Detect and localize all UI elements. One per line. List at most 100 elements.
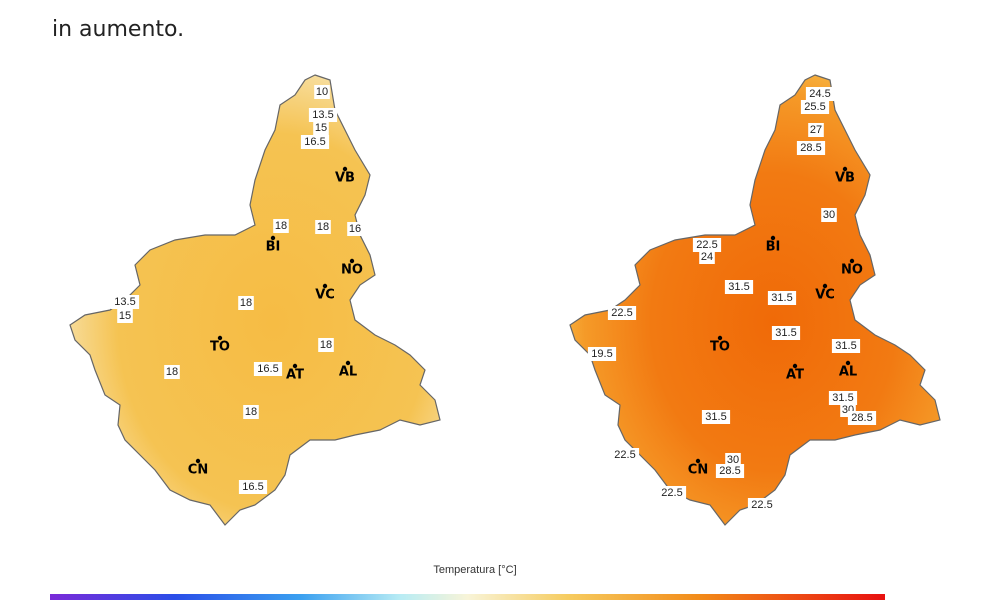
city-label: BI: [766, 240, 781, 255]
isotherm-label: 31.5: [832, 392, 853, 404]
city-dot: [842, 166, 848, 172]
isotherm-label: 30: [727, 454, 739, 466]
isotherm-label: 28.5: [800, 142, 821, 154]
city-label: VC: [315, 288, 335, 303]
isotherm-label: 15: [315, 122, 327, 134]
isotherm-label: 16: [349, 223, 361, 235]
isotherm-label: 31.5: [705, 411, 726, 423]
isotherm-label: 31.5: [771, 292, 792, 304]
city-dot: [770, 235, 776, 241]
city-label: TO: [210, 340, 230, 355]
isotherm-label: 18: [240, 297, 252, 309]
isotherm-label: 31.5: [835, 340, 856, 352]
colorbar: [50, 594, 885, 600]
isotherm-label-bg: [117, 309, 133, 323]
isotherm-label-bg: [607, 306, 637, 320]
isotherm-label-bg: [808, 123, 824, 137]
isotherm-label: 22.5: [696, 239, 717, 251]
isotherm-label-bg: [110, 295, 140, 309]
isotherm-label-bg: [315, 220, 331, 234]
isotherm-label-bg: [747, 498, 777, 512]
isotherm-label-bg: [767, 291, 797, 305]
city-label: AT: [286, 368, 304, 383]
isotherm-label: 31.5: [775, 327, 796, 339]
city-dot: [195, 458, 201, 464]
city-label: VB: [835, 171, 855, 186]
isotherm-label: 18: [320, 339, 332, 351]
isotherm-label: 24: [701, 251, 713, 263]
isotherm-label-bg: [273, 219, 289, 233]
city-dot: [217, 335, 223, 341]
isotherm-label-bg: [300, 135, 330, 149]
isotherm-label-bg: [699, 250, 715, 264]
isotherm-label-bg: [318, 338, 334, 352]
city-dot: [695, 458, 701, 464]
city-label: AT: [786, 368, 804, 383]
isotherm-label: 13.5: [312, 109, 333, 121]
isotherm-label-bg: [164, 365, 180, 379]
isotherm-label-bg: [308, 108, 338, 122]
isotherm-label: 22.5: [751, 499, 772, 511]
city-dot: [342, 166, 348, 172]
isotherm-label: 31.5: [728, 281, 749, 293]
isotherm-label-bg: [243, 405, 259, 419]
isotherm-label-bg: [347, 222, 363, 236]
isotherm-label-bg: [831, 339, 861, 353]
isotherm-label-bg: [796, 141, 826, 155]
city-dot: [349, 258, 355, 264]
city-label: NO: [341, 263, 363, 278]
isotherm-label-bg: [724, 280, 754, 294]
isotherm-label-bg: [238, 296, 254, 310]
city-dot: [270, 235, 276, 241]
isotherm-label-bg: [587, 347, 617, 361]
isotherm-label-bg: [314, 85, 330, 99]
isotherm-label: 16.5: [304, 136, 325, 148]
city-label: AL: [839, 365, 857, 380]
isotherm-label: 22.5: [611, 307, 632, 319]
isotherm-label-bg: [610, 448, 640, 462]
isotherm-label-bg: [657, 486, 687, 500]
isotherm-label: 16.5: [242, 481, 263, 493]
city-dot: [345, 360, 351, 366]
city-label: CN: [188, 463, 208, 478]
isotherm-label-bg: [692, 238, 722, 252]
isotherm-label: 22.5: [661, 487, 682, 499]
isotherm-label: 15: [119, 310, 131, 322]
isotherm-label: 24.5: [809, 88, 830, 100]
isotherm-label: 28.5: [851, 412, 872, 424]
isotherm-label: 22.5: [614, 449, 635, 461]
city-label: BI: [266, 240, 281, 255]
isotherm-label-bg: [821, 208, 837, 222]
city-dot: [792, 363, 798, 369]
isotherm-label: 18: [275, 220, 287, 232]
isotherm-label-bg: [800, 100, 830, 114]
intro-text: in aumento.: [52, 17, 184, 42]
isotherm-label: 13.5: [114, 296, 135, 308]
colorbar-title: Temperatura [°C]: [433, 564, 516, 576]
isotherm-label-bg: [253, 362, 283, 376]
isotherm-label: 18: [317, 221, 329, 233]
isotherm-label-bg: [701, 410, 731, 424]
city-label: AL: [339, 365, 357, 380]
city-dot: [845, 360, 851, 366]
city-dot: [292, 363, 298, 369]
isotherm-label-bg: [771, 326, 801, 340]
isotherm-label-bg: [725, 453, 741, 467]
city-label: TO: [710, 340, 730, 355]
isotherm-label-bg: [847, 411, 877, 425]
isotherm-label: 10: [316, 86, 328, 98]
city-dot: [717, 335, 723, 341]
isotherm-label: 16.5: [257, 363, 278, 375]
isotherm-label-bg: [715, 464, 745, 478]
city-label: VB: [335, 171, 355, 186]
city-dot: [822, 283, 828, 289]
isotherm-label: 30: [823, 209, 835, 221]
isotherm-label-bg: [805, 87, 835, 101]
isotherm-label-bg: [313, 121, 329, 135]
isotherm-label: 18: [245, 406, 257, 418]
isotherm-label: 18: [166, 366, 178, 378]
city-label: NO: [841, 263, 863, 278]
city-label: CN: [688, 463, 708, 478]
